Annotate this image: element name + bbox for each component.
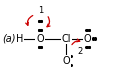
Text: (a): (a): [2, 33, 16, 44]
Text: 2: 2: [77, 47, 83, 56]
Text: Cl: Cl: [62, 33, 71, 44]
Text: 1: 1: [38, 6, 43, 15]
Text: O: O: [84, 33, 92, 44]
Text: O: O: [36, 33, 44, 44]
Text: H: H: [16, 33, 24, 44]
Text: O: O: [62, 56, 70, 66]
